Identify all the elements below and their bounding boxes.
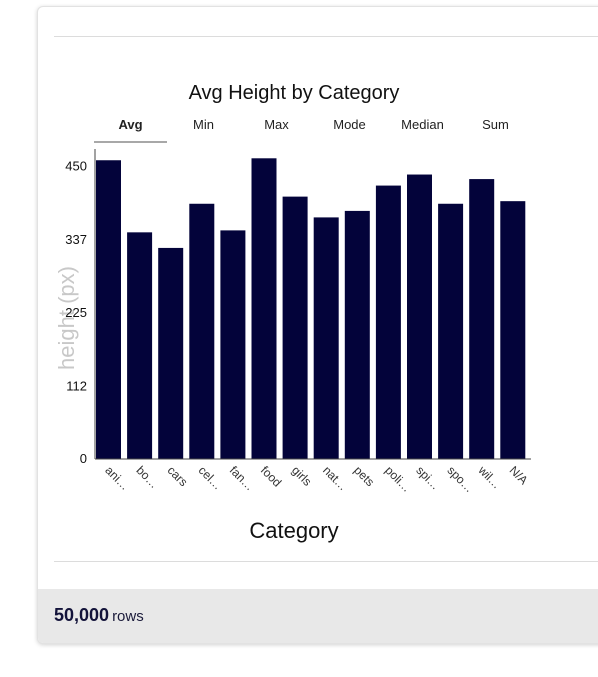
bar-1	[127, 232, 153, 459]
x-tick-label-11: spo…	[444, 463, 476, 495]
y-tick-label-3: 337	[65, 232, 87, 247]
bar-3	[189, 203, 215, 459]
x-tick-label-2: cars	[165, 463, 191, 489]
x-tick-label-7: nat…	[320, 463, 350, 493]
bar-9	[375, 185, 401, 459]
x-tick-label-8: pets	[351, 463, 377, 489]
x-tick-label-1: bo…	[133, 463, 161, 491]
x-tick-label-4: fan…	[227, 463, 257, 493]
chart-card: Avg Height by Category Avg Min Max Mode …	[37, 6, 598, 644]
tab-mode[interactable]: Mode	[333, 117, 366, 132]
x-tick-label-3: cel…	[196, 463, 225, 492]
bar-2	[158, 247, 184, 459]
top-divider	[54, 36, 598, 37]
aggregation-tabs: Avg Min Max Mode Median Sum	[94, 117, 534, 143]
chart-title: Avg Height by Category	[188, 82, 400, 104]
bar-7	[313, 217, 339, 459]
bar-5	[251, 158, 277, 459]
bottom-divider	[54, 561, 598, 562]
row-count: 50,000 rows	[54, 605, 144, 626]
footer-bar: 50,000 rows	[38, 589, 598, 643]
bar-10	[407, 174, 432, 460]
x-tick-label-12: wil…	[475, 463, 504, 492]
x-tick-label-5: food	[258, 463, 284, 489]
x-tick-label-10: spi…	[413, 463, 442, 492]
tab-max[interactable]: Max	[264, 117, 289, 132]
tab-sum[interactable]: Sum	[482, 117, 509, 132]
row-count-unit: rows	[112, 608, 144, 625]
tab-avg[interactable]: Avg	[94, 117, 167, 143]
y-tick-label-2: 225	[65, 305, 87, 320]
y-axis-label: height (px)	[54, 266, 79, 370]
x-tick-label-13: N/A	[507, 463, 531, 487]
y-tick-label-1: 112	[66, 378, 87, 393]
y-tick-label-0: 0	[80, 451, 87, 466]
x-tick-label-0: ani…	[102, 463, 132, 493]
bar-0	[96, 160, 121, 459]
bar-12	[469, 179, 495, 459]
x-axis-label: Category	[249, 518, 339, 543]
row-count-value: 50,000	[54, 605, 110, 625]
x-tick-label-6: girls	[289, 463, 314, 488]
bar-8	[344, 210, 370, 459]
bar-4	[220, 230, 246, 459]
x-tick-label-9: poli…	[382, 463, 414, 495]
tab-min[interactable]: Min	[193, 117, 214, 132]
bar-13	[500, 201, 526, 459]
tab-median[interactable]: Median	[401, 117, 444, 132]
bar-11	[438, 203, 464, 459]
y-tick-label-4: 450	[65, 159, 87, 174]
bar-6	[282, 196, 308, 460]
